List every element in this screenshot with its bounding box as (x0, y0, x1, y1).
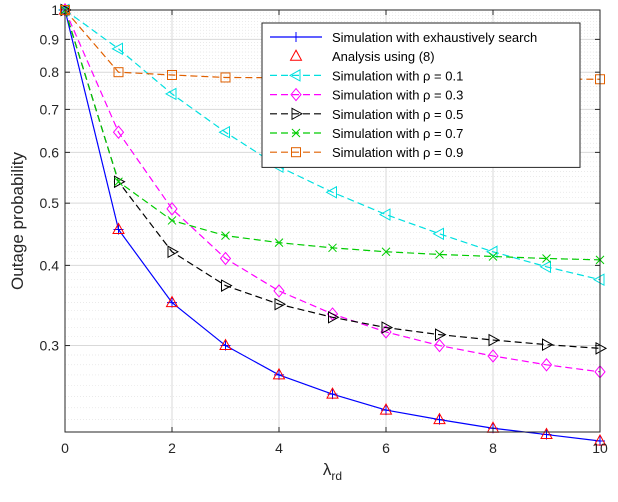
series-2-point (433, 412, 446, 425)
series-3-point (539, 260, 551, 274)
legend-entry: Simulation with ρ = 0.9 (270, 145, 463, 160)
x-axis-ticks: 0 2 4 6 8 10 (61, 10, 608, 456)
legend-label: Analysis using (8) (332, 49, 435, 64)
x-axis-label-subscript: rd (331, 469, 342, 483)
x-axis-label-main: λ (323, 460, 332, 479)
series-2-point (379, 403, 393, 415)
legend: Simulation with exhaustively search Analy… (261, 22, 581, 168)
legend-swatch-marker (288, 69, 301, 82)
y-tick-label: 0.9 (40, 31, 60, 47)
x-tick-label: 10 (592, 440, 608, 456)
legend-swatch-marker (290, 87, 302, 102)
series-layer (57, 2, 608, 447)
series-3-point (485, 245, 498, 259)
y-tick-label: 0.7 (40, 101, 60, 117)
legend-entry: Analysis using (8) (289, 49, 435, 64)
series-2-point (326, 387, 339, 399)
series-2-point (165, 295, 179, 308)
series-3-point (432, 227, 444, 241)
series-5-point (167, 245, 180, 259)
legend-swatch-marker (291, 107, 304, 121)
series-6-point (221, 231, 230, 241)
legend-label: Simulation with ρ = 0.7 (332, 126, 463, 141)
series-5-line (64, 9, 601, 349)
y-tick-label: 0.3 (40, 338, 60, 354)
legend-label: Simulation with ρ = 0.1 (332, 68, 463, 83)
legend-label: Simulation with exhaustively search (332, 30, 537, 45)
plot-frame (64, 9, 601, 433)
series-4-point (273, 284, 285, 298)
y-axis-label: Outage probability (8, 152, 27, 290)
series-4-point (166, 202, 178, 216)
series-2-point (540, 427, 553, 440)
series-6-point (381, 247, 391, 257)
legend-swatch-marker (291, 32, 301, 42)
series-2-point (593, 433, 607, 446)
series-5-point (221, 279, 233, 292)
series-5-point (595, 342, 608, 355)
series-5-point (435, 328, 447, 341)
series-4-point (112, 125, 125, 139)
series-6-point (114, 177, 123, 187)
series-4-point (219, 251, 232, 266)
series-5-point (114, 175, 126, 189)
y-tick-label: 0.4 (40, 257, 60, 273)
series-3-point (111, 42, 123, 56)
y-tick-label: 0.6 (40, 144, 60, 160)
series-6-point (274, 238, 284, 247)
x-tick-label: 8 (489, 440, 497, 456)
series-7-point (113, 67, 124, 78)
y-tick-label: 0.5 (40, 195, 60, 211)
legend-entry: Simulation with ρ = 0.1 (270, 68, 463, 83)
series-6-point (435, 250, 444, 259)
series-4-point (380, 325, 392, 339)
series-3-line (64, 9, 601, 281)
x-tick-label: 2 (168, 440, 176, 456)
legend-entry: Simulation with exhaustively search (270, 30, 537, 45)
series-4-point (433, 338, 446, 353)
legend-swatch-marker (291, 128, 301, 138)
x-tick-label: 4 (275, 440, 283, 456)
series-7-point (220, 72, 231, 83)
series-6-point (167, 216, 177, 225)
series-5-point (328, 310, 340, 324)
y-tick-label: 1 (51, 2, 59, 18)
series-5-point (381, 321, 394, 334)
series-4-point (540, 358, 553, 372)
legend-label: Simulation with ρ = 0.9 (332, 145, 463, 160)
legend-label: Simulation with ρ = 0.3 (332, 88, 463, 103)
legend-entry: Simulation with ρ = 0.5 (270, 107, 463, 122)
series-6-point (328, 243, 337, 253)
series-5-point (274, 297, 287, 311)
legend-entry: Simulation with ρ = 0.3 (270, 88, 463, 103)
series-6-point (542, 254, 551, 263)
legend-swatch-marker (291, 147, 301, 158)
legend-swatch-marker (289, 49, 303, 61)
series-2-point (219, 338, 232, 351)
legend-label: Simulation with ρ = 0.5 (332, 107, 463, 122)
y-tick-label: 0.8 (40, 64, 60, 80)
series-6-point (488, 252, 498, 261)
series-4-point (487, 349, 499, 363)
series-3-point (164, 87, 177, 101)
series-3-point (592, 273, 605, 287)
series-5-point (488, 333, 501, 347)
x-axis-label: λrd (323, 460, 342, 483)
series-2-point (272, 367, 286, 380)
x-tick-label: 6 (382, 440, 390, 456)
series-3-point (378, 208, 391, 221)
y-axis-ticks: 0.3 0.4 0.5 0.6 0.7 0.8 0.9 1 (40, 2, 600, 354)
series-5-point (542, 338, 554, 351)
series-7-point (167, 69, 177, 80)
legend-entry: Simulation with ρ = 0.7 (270, 126, 463, 141)
series-6 (60, 5, 605, 265)
x-tick-label: 0 (61, 440, 69, 456)
series-2-point (112, 222, 125, 234)
series-3-point (325, 185, 337, 199)
series-3-point (218, 125, 230, 139)
